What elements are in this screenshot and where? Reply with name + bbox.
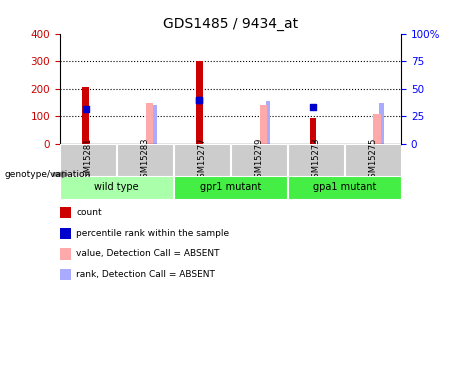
Point bbox=[195, 97, 203, 103]
Bar bbox=[266, 101, 270, 144]
Text: GSM15283: GSM15283 bbox=[141, 137, 150, 183]
Text: rank, Detection Call = ABSENT: rank, Detection Call = ABSENT bbox=[76, 270, 215, 279]
Bar bbox=[288, 177, 401, 198]
Text: percentile rank within the sample: percentile rank within the sample bbox=[76, 229, 229, 238]
Bar bbox=[196, 61, 203, 144]
Bar bbox=[309, 118, 316, 144]
Bar bbox=[118, 144, 173, 176]
Point bbox=[195, 97, 203, 103]
Title: GDS1485 / 9434_at: GDS1485 / 9434_at bbox=[163, 17, 298, 32]
Point bbox=[309, 104, 317, 110]
Text: value, Detection Call = ABSENT: value, Detection Call = ABSENT bbox=[76, 249, 219, 258]
Bar bbox=[146, 103, 154, 144]
Text: GSM15277: GSM15277 bbox=[198, 137, 207, 183]
Text: genotype/variation: genotype/variation bbox=[5, 170, 91, 179]
Bar bbox=[288, 144, 343, 176]
Text: GSM15281: GSM15281 bbox=[84, 137, 93, 183]
Text: GSM15279: GSM15279 bbox=[254, 137, 263, 183]
Bar bbox=[174, 144, 230, 176]
Bar bbox=[231, 144, 287, 176]
Text: gpa1 mutant: gpa1 mutant bbox=[313, 183, 376, 192]
Bar bbox=[373, 114, 381, 144]
Text: wild type: wild type bbox=[95, 183, 139, 192]
Point bbox=[82, 106, 89, 112]
Bar bbox=[152, 105, 157, 144]
Bar bbox=[60, 144, 116, 176]
Bar bbox=[379, 102, 384, 144]
Bar bbox=[345, 144, 401, 176]
Bar bbox=[82, 87, 89, 144]
Text: gpr1 mutant: gpr1 mutant bbox=[200, 183, 261, 192]
Bar bbox=[260, 105, 267, 144]
Bar bbox=[60, 177, 173, 198]
Text: GSM15273: GSM15273 bbox=[311, 137, 320, 183]
Bar bbox=[174, 177, 287, 198]
Text: count: count bbox=[76, 208, 102, 217]
Text: GSM15275: GSM15275 bbox=[368, 137, 377, 183]
